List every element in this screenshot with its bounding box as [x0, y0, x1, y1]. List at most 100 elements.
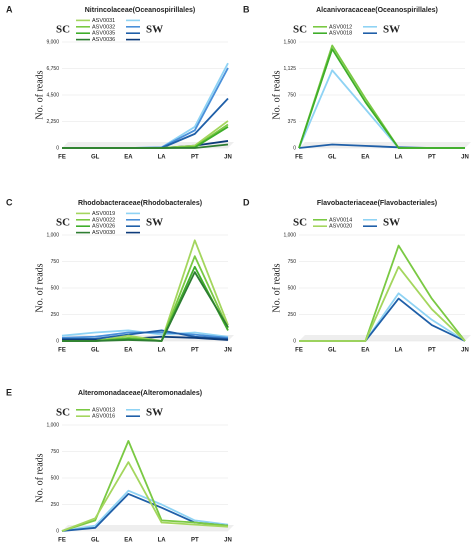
chart-panel: B Alcanivoracaceae(Oceanospirillales) No. …: [243, 4, 471, 161]
x-tick-label: LA: [158, 155, 167, 161]
chart-title: Nitrincolaceae(Oceanospirillales): [85, 7, 196, 14]
legend-label: ASV0030: [92, 230, 115, 236]
data-line: [61, 461, 229, 532]
y-tick-label: 500: [51, 285, 60, 291]
x-tick-label: PT: [428, 348, 436, 354]
legend-group: SW: [383, 217, 400, 229]
data-line: [298, 69, 465, 149]
legend-group: SW: [383, 24, 400, 36]
y-tick-label: 750: [51, 259, 60, 265]
x-tick-label: FE: [58, 348, 66, 354]
y-tick-label: 0: [56, 338, 59, 344]
y-tick-label: 0: [293, 145, 296, 151]
x-tick-label: EA: [124, 538, 133, 544]
legend-label: ASV0032: [92, 24, 115, 30]
legend-label: ASV0026: [92, 224, 115, 230]
legend-label: ASV0012: [329, 24, 352, 30]
x-tick-label: LA: [158, 348, 167, 354]
legend-label: ASV0016: [92, 414, 115, 420]
legend-group: SW: [146, 24, 163, 36]
x-tick-label: FE: [295, 348, 303, 354]
y-tick-label: 500: [288, 285, 297, 291]
chart-title: Rhodobacteraceae(Rhodobacterales): [78, 200, 202, 207]
legend-label: ASV0013: [92, 407, 115, 413]
x-tick-label: PT: [191, 348, 199, 354]
legend-label: ASV0014: [329, 217, 352, 223]
y-tick-label: 1,500: [283, 39, 296, 45]
y-tick-label: 9,000: [46, 39, 59, 45]
legend-group: SC: [293, 24, 307, 36]
legend-group: SC: [56, 24, 70, 36]
y-tick-label: 375: [288, 119, 297, 125]
x-tick-label: GL: [91, 348, 100, 354]
y-tick-label: 6,750: [46, 66, 59, 72]
legend-group: SC: [56, 407, 70, 419]
data-line: [298, 48, 465, 149]
y-tick-label: 1,125: [283, 66, 296, 72]
panel-letter: B: [243, 4, 250, 14]
x-tick-label: JN: [224, 348, 232, 354]
legend-group: SW: [146, 217, 163, 229]
y-tick-label: 0: [56, 145, 59, 151]
data-line: [298, 44, 465, 149]
y-tick-label: 250: [288, 312, 297, 318]
chart-panel: A Nitrincolaceae(Oceanospirillales) No. of…: [6, 4, 234, 161]
y-axis-label: No. of reads: [271, 70, 282, 119]
data-line: [61, 489, 229, 532]
y-tick-label: 0: [293, 338, 296, 344]
data-line: [62, 143, 229, 149]
x-tick-label: EA: [361, 155, 370, 161]
x-tick-label: EA: [124, 155, 133, 161]
y-tick-label: 1,000: [283, 232, 296, 238]
data-line: [62, 265, 229, 342]
legend-group: SC: [293, 217, 307, 229]
panel-letter: C: [6, 197, 13, 207]
data-line: [62, 255, 229, 342]
data-line: [62, 239, 229, 342]
data-line: [299, 244, 466, 342]
x-tick-label: GL: [328, 348, 337, 354]
chart-panel: D Flavobacteriaceae(Flavobacteriales) No. …: [243, 197, 471, 354]
data-line: [62, 271, 229, 342]
x-tick-label: EA: [361, 348, 370, 354]
x-tick-label: GL: [91, 538, 100, 544]
x-tick-label: PT: [191, 538, 199, 544]
x-tick-label: PT: [191, 155, 199, 161]
y-axis-label: No. of reads: [271, 263, 282, 312]
y-tick-label: 4,500: [46, 92, 59, 98]
y-tick-label: 500: [51, 475, 60, 481]
chart-panel: E Alteromonadaceae(Alteromonadales) No. of…: [6, 387, 234, 544]
legend-label: ASV0019: [92, 211, 115, 217]
floor: [62, 525, 234, 531]
legend-label: ASV0018: [329, 31, 352, 37]
chart-title: Flavobacteriaceae(Flavobacteriales): [317, 200, 437, 207]
legend-label: ASV0022: [92, 217, 115, 223]
y-tick-label: 0: [56, 528, 59, 534]
x-tick-label: FE: [58, 155, 66, 161]
data-line: [62, 62, 229, 149]
y-tick-label: 750: [288, 92, 297, 98]
panel-letter: E: [6, 387, 12, 397]
x-tick-label: PT: [428, 155, 436, 161]
chart-panel: C Rhodobacteraceae(Rhodobacterales) No. of…: [6, 197, 234, 354]
x-tick-label: JN: [224, 155, 232, 161]
x-tick-label: JN: [461, 155, 469, 161]
legend-label: ASV0031: [92, 18, 115, 24]
panel-letter: A: [6, 4, 13, 14]
y-axis-label: No. of reads: [34, 263, 45, 312]
data-line: [62, 67, 229, 149]
legend-group: SC: [56, 217, 70, 229]
x-tick-label: JN: [224, 538, 232, 544]
legend-label: ASV0036: [92, 37, 115, 43]
legend-label: ASV0035: [92, 31, 115, 37]
y-axis-label: No. of reads: [34, 70, 45, 119]
data-line: [299, 265, 466, 342]
x-tick-label: LA: [395, 348, 404, 354]
data-line: [62, 329, 229, 340]
y-axis-label: No. of reads: [34, 453, 45, 502]
x-tick-label: GL: [328, 155, 337, 161]
y-tick-label: 750: [51, 449, 60, 455]
floor: [299, 142, 471, 148]
x-tick-label: LA: [395, 155, 404, 161]
y-tick-label: 1,000: [46, 232, 59, 238]
